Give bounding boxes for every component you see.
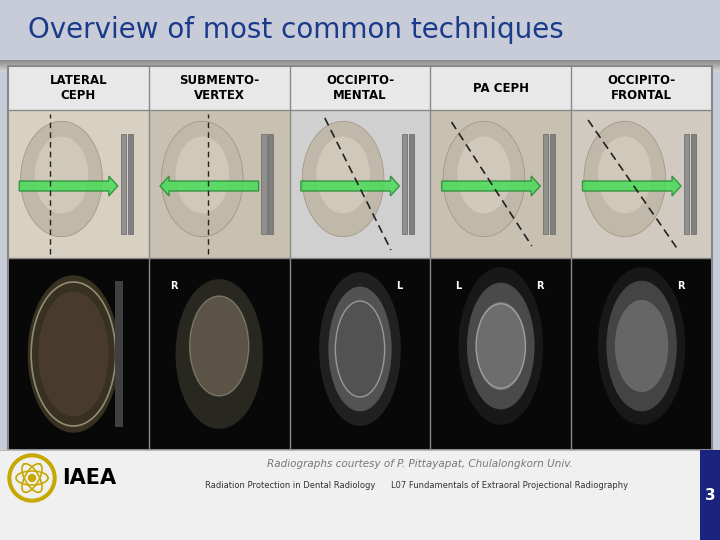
Bar <box>571 258 712 450</box>
Bar <box>0 62 720 63</box>
Text: OCCIPITO-
FRONTAL: OCCIPITO- FRONTAL <box>608 74 675 102</box>
Circle shape <box>8 454 56 502</box>
Bar <box>0 65 720 66</box>
Bar <box>0 68 720 69</box>
Text: LATERAL
CEPH: LATERAL CEPH <box>50 74 107 102</box>
Bar <box>0 60 720 61</box>
Ellipse shape <box>598 137 652 213</box>
Text: Radiation Protection in Dental Radiology: Radiation Protection in Dental Radiology <box>204 481 375 489</box>
Ellipse shape <box>21 122 102 237</box>
Bar <box>0 71 720 72</box>
Bar <box>8 66 712 110</box>
Text: 3: 3 <box>705 488 715 503</box>
Bar <box>0 67 720 68</box>
Ellipse shape <box>316 137 370 213</box>
Text: SUBMENTO-
VERTEX: SUBMENTO- VERTEX <box>179 74 259 102</box>
Circle shape <box>12 458 52 498</box>
Bar <box>289 258 431 450</box>
Bar <box>8 110 149 258</box>
Bar <box>431 110 571 258</box>
Bar <box>127 134 132 234</box>
Bar <box>550 134 555 234</box>
Bar <box>0 63 720 64</box>
Ellipse shape <box>176 279 263 429</box>
Bar <box>0 70 720 71</box>
Ellipse shape <box>319 272 401 426</box>
Text: R: R <box>536 281 544 291</box>
Text: L: L <box>456 281 462 291</box>
Ellipse shape <box>443 122 525 237</box>
Bar <box>571 110 712 258</box>
FancyArrow shape <box>582 176 681 196</box>
Bar <box>0 66 720 67</box>
Text: L: L <box>396 281 402 291</box>
Bar <box>269 134 274 234</box>
Ellipse shape <box>606 281 677 411</box>
Circle shape <box>29 475 35 482</box>
Bar <box>8 66 712 450</box>
Text: Radiographs courtesy of P. Pittayapat, Chulalongkorn Univ.: Radiographs courtesy of P. Pittayapat, C… <box>267 459 573 469</box>
Bar <box>149 110 289 258</box>
Text: R: R <box>678 281 685 291</box>
Text: R: R <box>171 281 178 291</box>
Text: Overview of most common techniques: Overview of most common techniques <box>28 16 564 44</box>
FancyArrow shape <box>301 176 400 196</box>
Bar <box>121 134 126 234</box>
Ellipse shape <box>584 122 665 237</box>
Ellipse shape <box>328 287 392 411</box>
Bar <box>402 134 408 234</box>
Bar <box>0 61 720 62</box>
Bar <box>8 258 149 450</box>
Bar <box>261 134 266 234</box>
Text: L07 Fundamentals of Extraoral Projectional Radiography: L07 Fundamentals of Extraoral Projection… <box>392 481 629 489</box>
Bar <box>115 281 123 427</box>
Ellipse shape <box>35 137 89 213</box>
Ellipse shape <box>27 275 120 433</box>
Bar <box>543 134 548 234</box>
FancyArrow shape <box>441 176 540 196</box>
Bar <box>690 134 696 234</box>
Ellipse shape <box>598 267 685 425</box>
Bar <box>0 64 720 65</box>
Text: PA CEPH: PA CEPH <box>473 82 528 94</box>
Ellipse shape <box>615 300 668 392</box>
Bar <box>8 66 712 450</box>
Bar <box>149 258 289 450</box>
Text: OCCIPITO-
MENTAL: OCCIPITO- MENTAL <box>326 74 394 102</box>
Bar <box>431 258 571 450</box>
Bar <box>0 450 720 540</box>
Ellipse shape <box>161 122 243 237</box>
Bar <box>0 0 720 60</box>
Text: IAEA: IAEA <box>62 468 116 488</box>
Ellipse shape <box>38 292 109 416</box>
Ellipse shape <box>302 122 384 237</box>
Ellipse shape <box>459 267 543 425</box>
Bar <box>0 69 720 70</box>
Ellipse shape <box>475 302 526 390</box>
Bar <box>409 134 414 234</box>
Bar <box>684 134 689 234</box>
FancyArrow shape <box>19 176 118 196</box>
Bar <box>700 450 720 540</box>
Ellipse shape <box>467 282 534 409</box>
Ellipse shape <box>189 296 249 396</box>
Ellipse shape <box>176 137 229 213</box>
Bar <box>289 110 431 258</box>
Ellipse shape <box>457 137 510 213</box>
FancyArrow shape <box>160 176 258 196</box>
